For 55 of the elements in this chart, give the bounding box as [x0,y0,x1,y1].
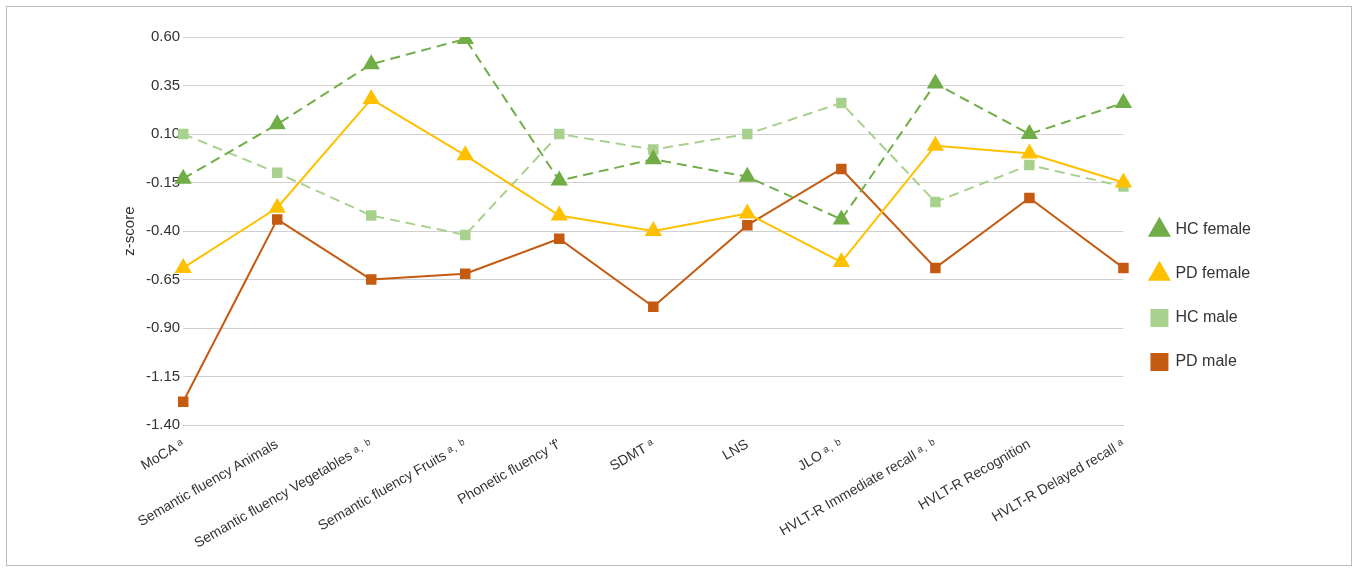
point [363,55,380,70]
x-tick-label: LNS [719,435,751,463]
point [833,210,850,225]
point [836,163,847,175]
point [177,396,189,408]
y-tick-label: 0.35 [150,75,181,93]
point [554,128,565,140]
y-axis-title: z-score [120,206,138,256]
point [1024,192,1035,204]
y-tick-label: -0.40 [145,221,181,239]
legend-label: PD female [1175,264,1251,282]
point [742,128,753,140]
point [365,210,377,221]
point [739,167,756,182]
point [269,115,286,130]
point [460,229,471,241]
point [836,97,847,109]
point [365,274,377,285]
point [1024,159,1035,171]
point [363,90,380,105]
y-tick-label: 0.60 [150,27,181,45]
point [551,206,568,221]
point [1021,144,1038,159]
legend-label: HC female [1175,220,1252,238]
point [1118,262,1129,274]
point [833,253,850,268]
point [739,204,756,219]
point [271,214,283,225]
point [457,146,474,161]
point [648,301,659,312]
point [177,128,189,140]
y-tick-label: -1.40 [145,415,181,433]
point [554,233,565,245]
point [930,262,941,274]
point [1115,173,1132,188]
point [930,196,941,208]
y-tick-label: -0.15 [145,172,181,190]
point [175,258,192,273]
legend-label: HC male [1175,308,1238,326]
point [460,268,471,279]
point [551,171,568,186]
point [927,74,944,89]
point [927,136,944,151]
point [645,222,662,237]
point [269,198,286,213]
y-tick-label: -0.65 [145,269,181,287]
point [1115,93,1132,108]
point [742,219,753,231]
x-tick-label: JLO ᵃ˒ ᵇ [794,435,845,474]
point [271,167,283,179]
legend-label: PD male [1175,352,1237,370]
y-tick-label: -0.90 [145,318,181,336]
point [645,150,662,165]
y-tick-label: -1.15 [145,366,181,384]
point [1021,125,1038,140]
